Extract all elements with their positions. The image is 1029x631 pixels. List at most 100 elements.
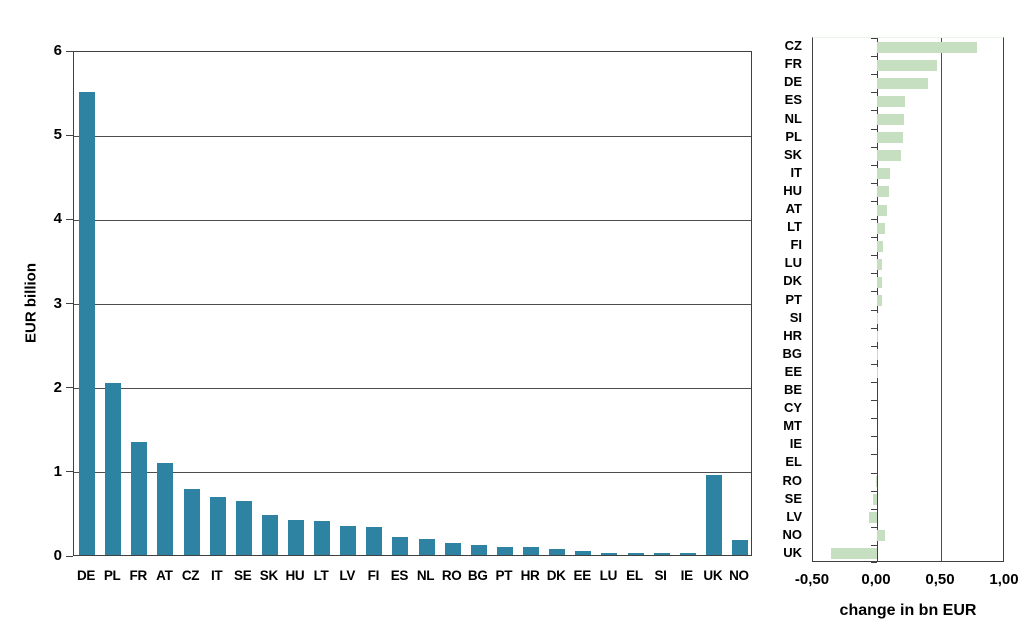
y-tick-mark bbox=[66, 50, 73, 52]
row-tick-mark bbox=[871, 237, 877, 239]
x-category-label-se: SE bbox=[234, 568, 252, 583]
bar-hu bbox=[877, 186, 889, 198]
bar-nl bbox=[418, 539, 435, 555]
right-x-axis-title: change in bn EUR bbox=[839, 602, 977, 619]
y-category-label-at: AT bbox=[785, 201, 802, 216]
x-category-label-es: ES bbox=[390, 568, 409, 583]
x-tick-label: 0,50 bbox=[925, 571, 955, 588]
y-tick-mark bbox=[66, 471, 73, 473]
row-tick-mark bbox=[871, 526, 877, 528]
y-category-label-pt: PT bbox=[785, 291, 802, 307]
bar-lv bbox=[340, 526, 357, 555]
bar-se bbox=[235, 501, 252, 555]
bar-fi bbox=[366, 527, 383, 555]
bar-pl bbox=[877, 132, 903, 144]
bar-si bbox=[653, 553, 670, 555]
bar-cz bbox=[183, 489, 200, 555]
y-tick-label: 3 bbox=[53, 294, 62, 312]
bar-ro bbox=[875, 476, 877, 487]
bar-es bbox=[877, 95, 906, 107]
row-tick-mark bbox=[871, 562, 877, 563]
gridline-y-3 bbox=[74, 304, 751, 305]
bar-sk bbox=[877, 150, 902, 162]
row-tick-mark bbox=[871, 327, 877, 329]
bar-ie bbox=[679, 553, 696, 555]
y-category-label-lv: LV bbox=[786, 508, 802, 524]
y-category-label-ro: RO bbox=[782, 472, 803, 488]
bar-lu bbox=[601, 552, 618, 555]
bar-hr bbox=[523, 547, 539, 555]
row-tick-mark bbox=[871, 418, 877, 420]
bar-pt bbox=[496, 547, 513, 555]
y-tick-mark bbox=[66, 555, 73, 557]
bar-nl bbox=[877, 114, 904, 125]
bar-si bbox=[877, 313, 879, 325]
bar-uk bbox=[830, 548, 877, 560]
bar-pl bbox=[105, 382, 122, 555]
bar-bg bbox=[470, 544, 487, 555]
row-tick-mark bbox=[871, 146, 877, 148]
gridline-y-1 bbox=[74, 472, 751, 474]
bar-no bbox=[877, 530, 885, 542]
x-category-label-bg: BG bbox=[467, 568, 488, 583]
y-tick-label: 4 bbox=[53, 210, 62, 228]
bar-bg bbox=[877, 349, 879, 361]
bar-hr bbox=[877, 331, 879, 343]
bar-de bbox=[877, 77, 929, 89]
y-tick-mark bbox=[66, 387, 73, 389]
row-tick-mark bbox=[871, 363, 877, 365]
bar-ee bbox=[877, 367, 879, 379]
row-tick-mark bbox=[871, 92, 877, 94]
y-tick-label: 5 bbox=[53, 126, 62, 144]
y-tick-mark bbox=[66, 218, 73, 220]
x-category-label-sk: SK bbox=[259, 568, 278, 583]
x-tick-label: 1,00 bbox=[989, 571, 1019, 588]
bar-uk bbox=[705, 475, 722, 555]
y-category-label-si: SI bbox=[789, 309, 802, 325]
x-category-label-no: NO bbox=[729, 568, 749, 583]
y-category-label-de: DE bbox=[783, 74, 802, 90]
row-tick-mark bbox=[871, 454, 877, 456]
x-category-label-el: EL bbox=[626, 568, 643, 583]
y-category-label-hu: HU bbox=[783, 182, 802, 198]
gridline-y-4 bbox=[74, 219, 751, 221]
row-tick-mark bbox=[871, 544, 877, 546]
y-category-label-lt: LT bbox=[787, 219, 802, 235]
y-tick-label: 1 bbox=[53, 462, 62, 480]
x-category-label-dk: DK bbox=[546, 568, 566, 583]
bar-se bbox=[873, 494, 877, 506]
row-tick-mark bbox=[871, 255, 877, 257]
bar-ee bbox=[575, 550, 592, 555]
bar-pt bbox=[877, 295, 883, 306]
x-category-label-fi: FI bbox=[367, 568, 380, 583]
y-category-label-se: SE bbox=[784, 490, 802, 506]
bar-lt bbox=[314, 520, 331, 555]
y-tick-mark bbox=[66, 303, 73, 304]
y-category-label-es: ES bbox=[784, 92, 802, 108]
bar-es bbox=[392, 537, 409, 555]
y-category-label-cy: CY bbox=[783, 400, 802, 416]
y-category-label-fr: FR bbox=[784, 56, 802, 72]
y-category-label-el: EL bbox=[785, 454, 802, 470]
row-tick-mark bbox=[871, 182, 877, 184]
row-tick-mark bbox=[871, 400, 877, 402]
right-plot-area bbox=[812, 37, 1004, 563]
row-tick-mark bbox=[871, 309, 877, 311]
y-category-label-cz: CZ bbox=[784, 38, 802, 54]
x-category-label-ro: RO bbox=[441, 568, 462, 583]
y-category-label-lu: LU bbox=[784, 255, 802, 271]
x-category-label-lu: LU bbox=[599, 568, 618, 583]
bar-fr bbox=[877, 59, 938, 71]
bar-it bbox=[877, 168, 890, 180]
bar-fi bbox=[877, 240, 884, 252]
bar-fr bbox=[131, 442, 148, 555]
bar-dk bbox=[877, 276, 883, 288]
x-category-label-lv: LV bbox=[339, 568, 356, 583]
x-category-label-pl: PL bbox=[103, 568, 121, 583]
x-category-label-uk: UK bbox=[703, 568, 723, 583]
x-category-label-si: SI bbox=[654, 568, 667, 583]
bar-cz bbox=[877, 41, 977, 53]
bar-hu bbox=[288, 519, 304, 555]
y-tick-label: 6 bbox=[53, 42, 62, 59]
